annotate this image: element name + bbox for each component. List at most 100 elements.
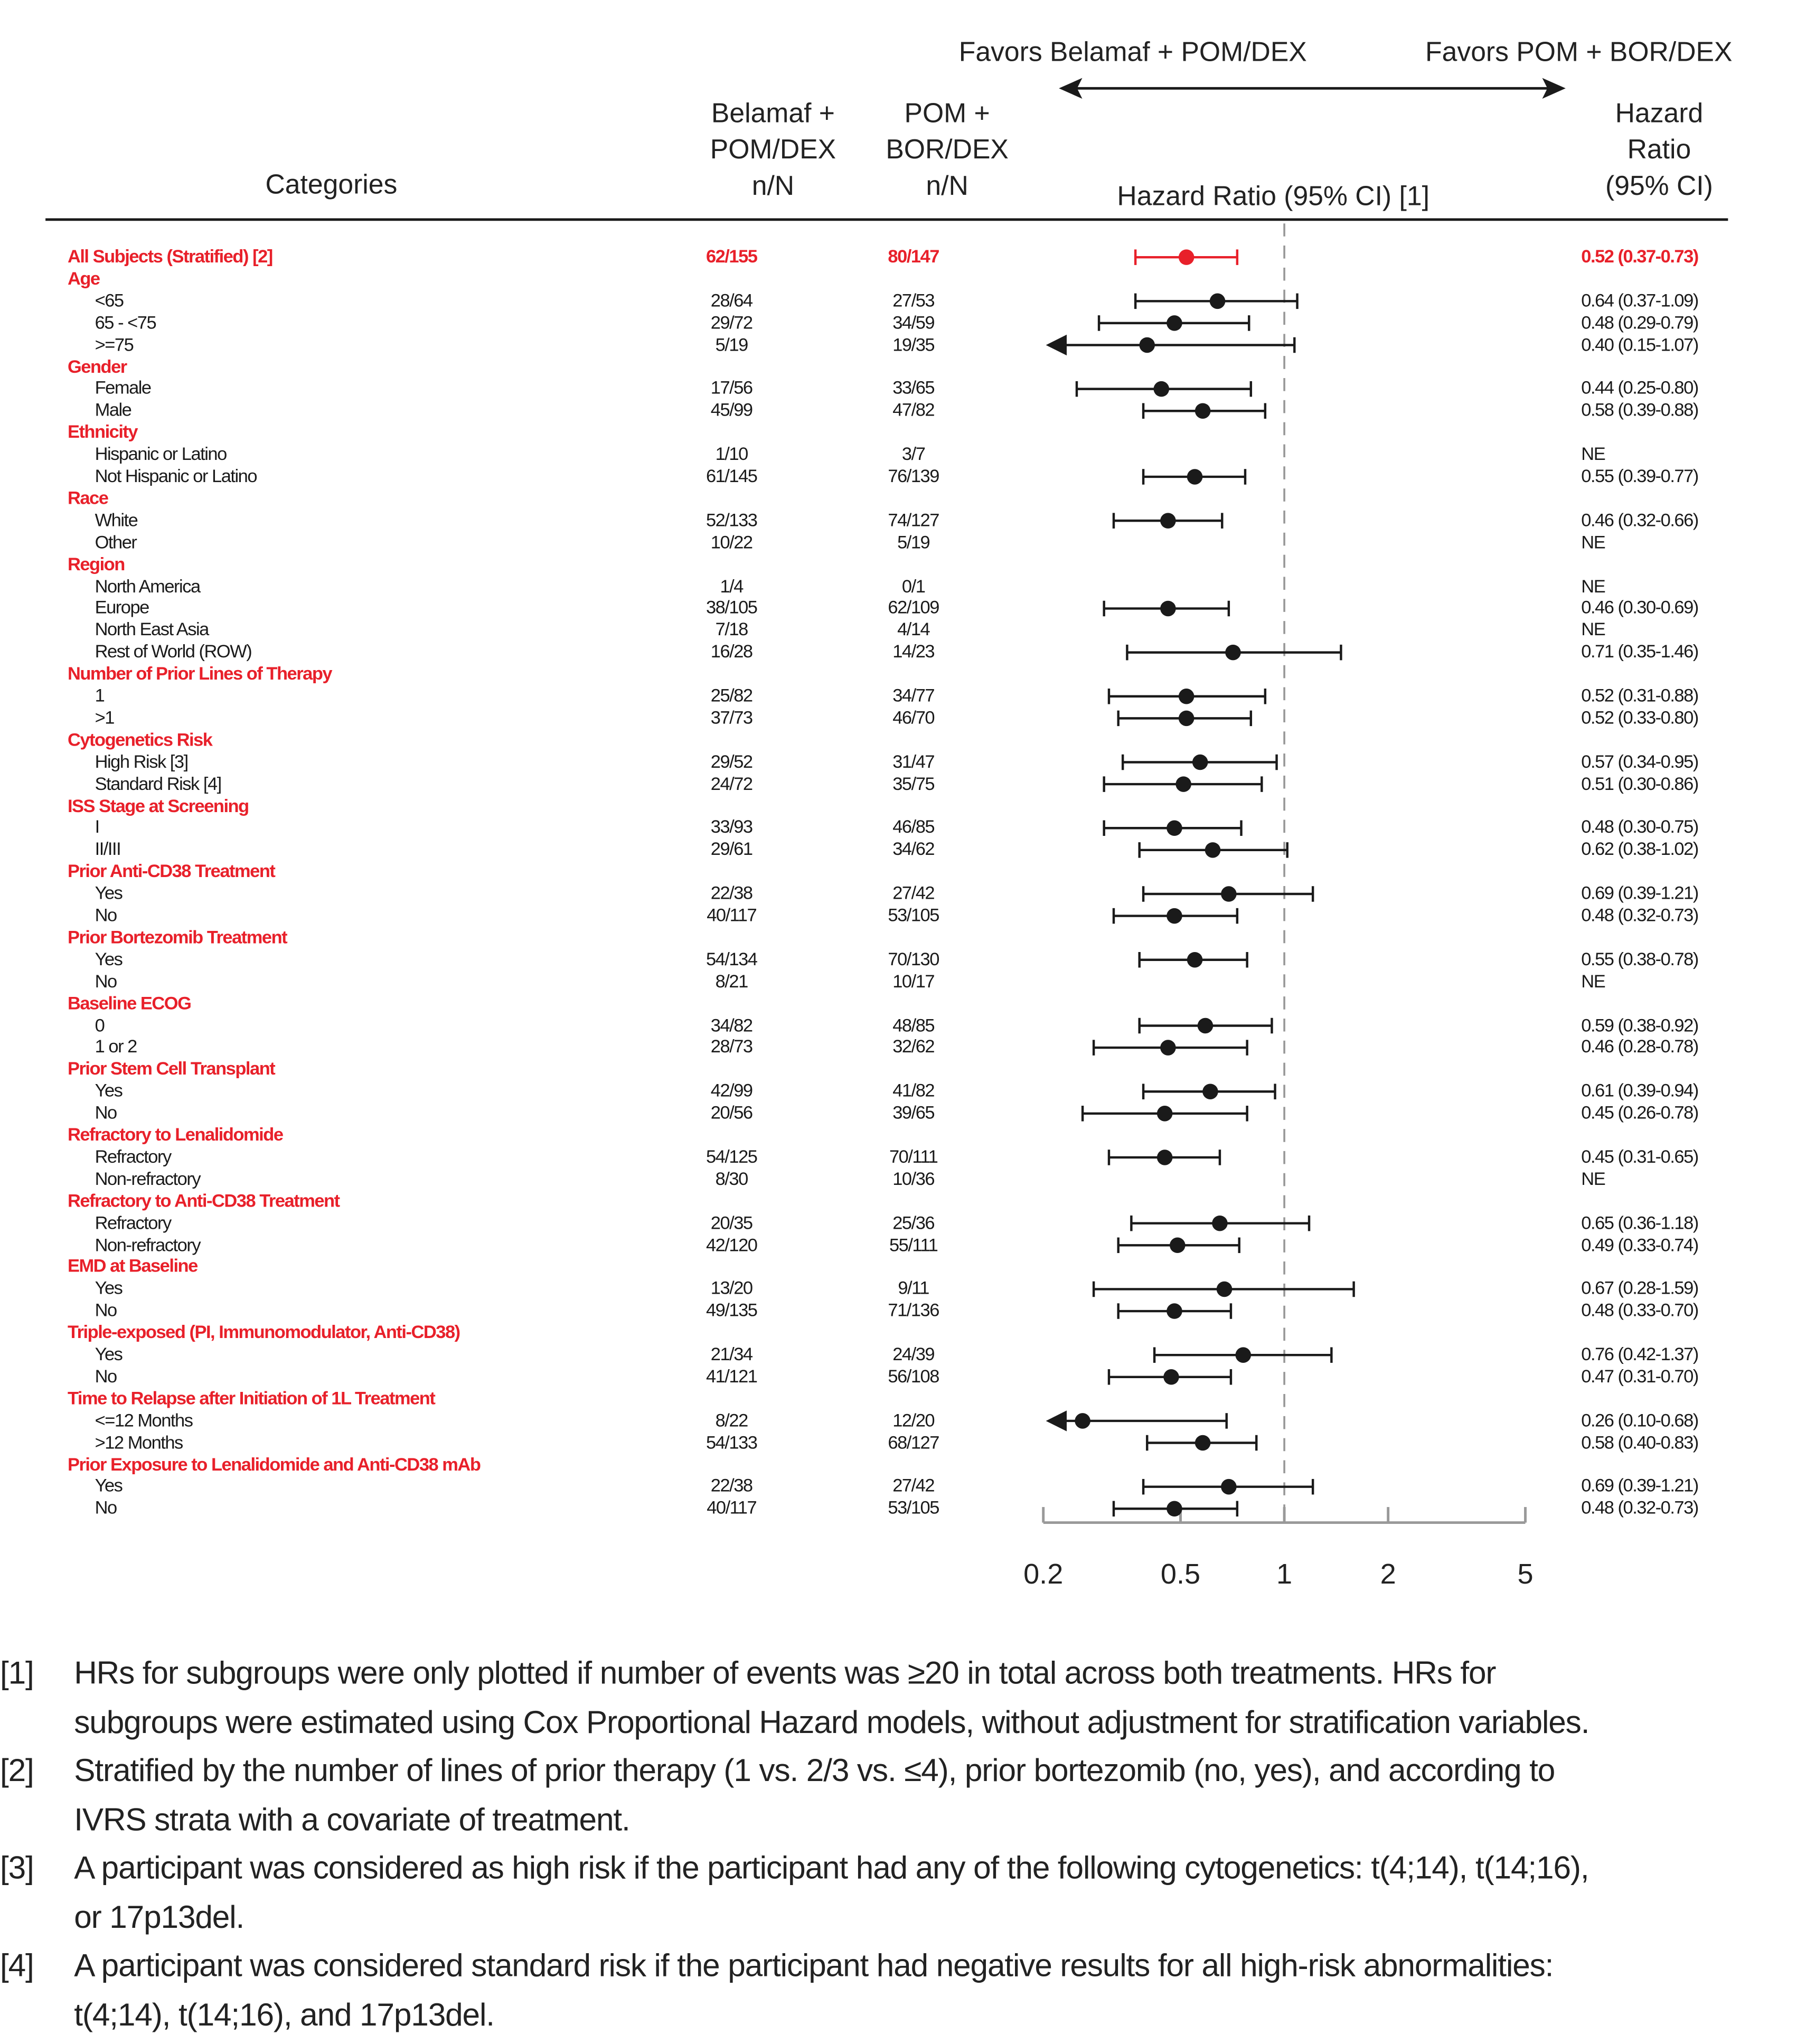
favors-left-label: Favors Belamaf + POM/DEX <box>958 37 1307 68</box>
arm2-events: 62/109 <box>888 597 939 618</box>
category-label: Standard Risk [4] <box>95 772 222 794</box>
hazard-ratio-point <box>1139 337 1155 353</box>
footnote-marker: [1] <box>0 1656 34 1692</box>
category-label: Yes <box>95 1277 123 1298</box>
category-label: North America <box>95 574 201 596</box>
hazard-ratio-value: 0.48 (0.33-0.70) <box>1581 1299 1699 1321</box>
categories-header: Categories <box>265 170 398 200</box>
group-heading: Prior Exposure to Lenalidomide and Anti-… <box>67 1453 481 1474</box>
arm2-events: 34/77 <box>892 684 935 705</box>
hazard-ratio-point <box>1170 1237 1186 1254</box>
hazard-ratio-value: 0.71 (0.35-1.46) <box>1581 640 1699 662</box>
hazard-ratio-value: 0.26 (0.10-0.68) <box>1581 1409 1699 1430</box>
hazard-ratio-point <box>1075 1413 1090 1429</box>
arm2-events: 4/14 <box>897 618 930 640</box>
hazard-ratio-point <box>1156 1150 1173 1165</box>
hazard-ratio-value: 0.40 (0.15-1.07) <box>1581 333 1699 354</box>
hazard-ratio-value: 0.47 (0.31-0.70) <box>1581 1365 1699 1386</box>
arm1-events: 54/125 <box>706 1145 758 1167</box>
arm2-events: 25/36 <box>892 1211 935 1232</box>
arm1-events: 20/35 <box>710 1211 753 1232</box>
hazard-ratio-point <box>1187 469 1203 485</box>
footnote-text: t(4;14), t(14;16), and 17p13del. <box>74 1997 495 2033</box>
arm2-events: 47/82 <box>892 399 935 420</box>
hazard-ratio-value: 0.46 (0.30-0.69) <box>1581 597 1699 618</box>
hazard-ratio-point <box>1202 1084 1218 1099</box>
category-label: Hispanic or Latino <box>95 443 228 464</box>
group-heading: ISS Stage at Screening <box>67 794 249 815</box>
hazard-ratio-point <box>1178 710 1194 727</box>
arm2-events: 9/11 <box>898 1277 929 1298</box>
arrow-right-icon <box>1542 78 1566 99</box>
arm1-events: 28/64 <box>710 289 753 310</box>
hazard-ratio-value: 0.52 (0.37-0.73) <box>1581 246 1699 267</box>
group-heading: Ethnicity <box>67 421 138 442</box>
hr-header-line: Hazard <box>1615 98 1704 129</box>
arm1-events: 17/56 <box>710 377 753 398</box>
arm1-events: 52/133 <box>706 508 758 530</box>
arm2-events: 14/23 <box>892 640 935 662</box>
hr-column-header: Hazard Ratio (95% CI) <box>1605 96 1713 205</box>
hazard-ratio-value: 0.48 (0.30-0.75) <box>1581 816 1699 837</box>
hazard-ratio-value: 0.64 (0.37-1.09) <box>1581 289 1699 310</box>
arm1-events: 22/38 <box>710 1475 753 1496</box>
arm1-events: 25/82 <box>710 684 753 705</box>
hazard-ratio-value: 0.69 (0.39-1.21) <box>1581 1475 1699 1496</box>
hazard-ratio-value: NE <box>1581 618 1605 640</box>
hazard-ratio-value: 0.62 (0.38-1.02) <box>1581 838 1699 860</box>
category-label: II/III <box>95 838 121 860</box>
arm1-header-line: POM/DEX <box>710 135 836 165</box>
hazard-ratio-point <box>1167 820 1182 836</box>
arm1-events: 45/99 <box>710 399 753 420</box>
arm2-events: 32/62 <box>892 1035 935 1057</box>
arrow-left-icon <box>1059 78 1083 99</box>
hazard-ratio-point <box>1178 689 1194 704</box>
category-label: No <box>95 970 118 991</box>
arm2-column-header: POM + BOR/DEX n/N <box>886 96 1009 205</box>
arm1-events: 28/73 <box>710 1035 753 1057</box>
favors-right-label: Favors POM + BOR/DEX <box>1425 37 1733 68</box>
hazard-ratio-point <box>1167 315 1182 331</box>
arm2-events: 10/36 <box>892 1167 935 1189</box>
hazard-ratio-value: 0.45 (0.31-0.65) <box>1581 1145 1699 1167</box>
hazard-ratio-value: 0.61 (0.39-0.94) <box>1581 1080 1699 1101</box>
group-heading: Triple-exposed (PI, Immunomodulator, Ant… <box>67 1321 460 1342</box>
hazard-ratio-value: 0.59 (0.38-0.92) <box>1581 1014 1699 1035</box>
category-label: No <box>95 904 118 925</box>
arm1-events: 29/61 <box>710 838 753 860</box>
hazard-ratio-value: 0.65 (0.36-1.18) <box>1581 1211 1699 1232</box>
arm1-events: 5/19 <box>715 333 749 354</box>
footnote-marker: [3] <box>0 1851 34 1887</box>
hazard-ratio-value: NE <box>1581 1167 1605 1189</box>
category-label: Female <box>95 377 152 398</box>
x-tick-label: 2 <box>1380 1558 1396 1590</box>
footnote-text: A participant was considered standard ri… <box>74 1948 1554 1984</box>
arm2-events: 39/65 <box>892 1101 935 1123</box>
category-label: Yes <box>95 1343 123 1364</box>
arm1-events: 42/99 <box>710 1080 753 1101</box>
hazard-ratio-point <box>1178 249 1194 265</box>
hazard-ratio-value: 0.44 (0.25-0.80) <box>1581 377 1699 398</box>
x-tick-label: 0.2 <box>1023 1558 1063 1590</box>
hazard-ratio-value: NE <box>1581 574 1605 596</box>
arm2-header-line: n/N <box>926 171 968 202</box>
arm1-events: 10/22 <box>710 531 753 552</box>
footnote-text: Stratified by the number of lines of pri… <box>74 1754 1555 1789</box>
hazard-ratio-point <box>1216 1281 1233 1297</box>
category-label: Non-refractory <box>95 1167 201 1189</box>
arm2-events: 76/139 <box>888 465 939 486</box>
arm1-events: 20/56 <box>710 1101 753 1123</box>
hazard-ratio-point <box>1194 1435 1211 1451</box>
footnote-text: or 17p13del. <box>74 1900 244 1935</box>
arm1-events: 40/117 <box>707 904 757 925</box>
hazard-ratio-value: 0.55 (0.39-0.77) <box>1581 465 1699 486</box>
arm2-events: 19/35 <box>892 333 935 354</box>
arm2-header-line: POM + <box>904 98 990 129</box>
hazard-ratio-value: 0.49 (0.33-0.74) <box>1581 1233 1699 1255</box>
x-tick-label: 1 <box>1276 1558 1292 1590</box>
x-tick-label: 5 <box>1517 1558 1533 1590</box>
arm1-events: 37/73 <box>710 707 753 728</box>
category-label: 65 - <75 <box>95 311 157 333</box>
